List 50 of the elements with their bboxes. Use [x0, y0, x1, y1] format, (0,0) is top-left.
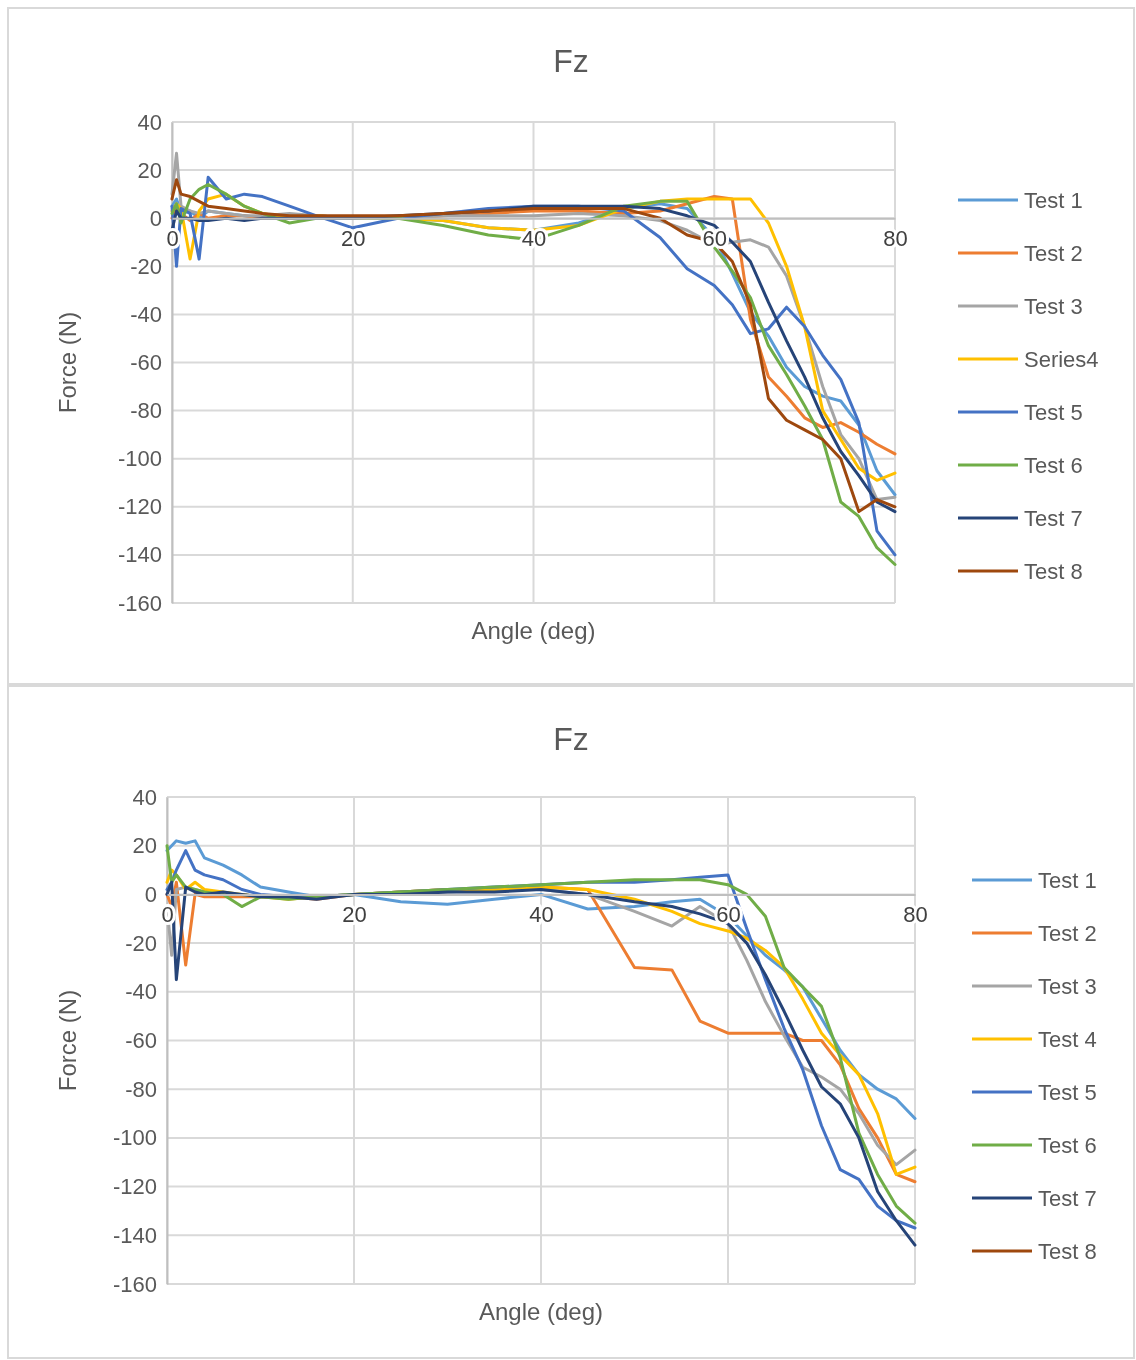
y-axis-title: Force (N): [54, 989, 81, 1092]
y-tick-label: -40: [130, 301, 162, 327]
legend-label: Test 4: [1038, 1027, 1097, 1052]
y-tick-label: -120: [117, 494, 162, 520]
y-tick-label: -20: [130, 253, 162, 279]
y-tick-label: 40: [132, 784, 157, 810]
y-tick-label: 20: [132, 833, 157, 859]
legend-label: Test 2: [1024, 241, 1083, 266]
chart-title: Fz: [553, 43, 589, 79]
y-tick-label: -120: [112, 1174, 157, 1200]
y-tick-label: -160: [117, 590, 162, 616]
x-axis-title: Angle (deg): [471, 617, 596, 644]
x-tick-label: 20: [342, 902, 367, 928]
legend-label: Test 8: [1024, 559, 1083, 584]
x-tick-label: 60: [702, 225, 727, 251]
chart-title: Fz: [553, 721, 589, 757]
legend-label: Test 5: [1038, 1080, 1097, 1105]
y-tick-label: 40: [137, 109, 162, 135]
y-tick-label: 0: [149, 205, 162, 231]
legend-label: Test 7: [1024, 506, 1083, 531]
y-tick-label: -100: [117, 446, 162, 472]
legend-label: Test 5: [1024, 400, 1083, 425]
legend-label: Test 1: [1024, 188, 1083, 213]
legend-label: Test 6: [1024, 453, 1083, 478]
legend-label: Test 3: [1024, 294, 1083, 319]
y-tick-label: -160: [112, 1271, 157, 1297]
legend-label: Test 2: [1038, 921, 1097, 946]
legend-label: Test 3: [1038, 974, 1097, 999]
y-tick-label: -140: [112, 1222, 157, 1248]
y-tick-label: -60: [125, 1028, 157, 1054]
y-tick-label: -60: [130, 350, 162, 376]
y-tick-label: -80: [125, 1076, 157, 1102]
y-tick-label: -140: [117, 542, 162, 568]
y-tick-label: 20: [137, 157, 162, 183]
x-axis-title: Angle (deg): [478, 1298, 604, 1325]
legend-label: Test 7: [1038, 1186, 1097, 1211]
x-tick-label: 40: [529, 902, 554, 928]
x-tick-label: 20: [341, 225, 366, 251]
y-axis-title: Force (N): [54, 311, 81, 414]
y-tick-label: -40: [125, 979, 157, 1005]
x-tick-label: 80: [883, 225, 908, 251]
legend-label: Test 6: [1038, 1133, 1097, 1158]
legend-label: Test 8: [1038, 1239, 1097, 1264]
y-tick-label: -100: [112, 1125, 157, 1151]
y-tick-label: 0: [144, 881, 157, 907]
y-tick-label: -80: [130, 398, 162, 424]
legend-label: Test 1: [1038, 868, 1097, 893]
x-tick-label: 80: [903, 902, 928, 928]
legend-label: Series4: [1024, 347, 1099, 372]
y-tick-label: -20: [125, 930, 157, 956]
